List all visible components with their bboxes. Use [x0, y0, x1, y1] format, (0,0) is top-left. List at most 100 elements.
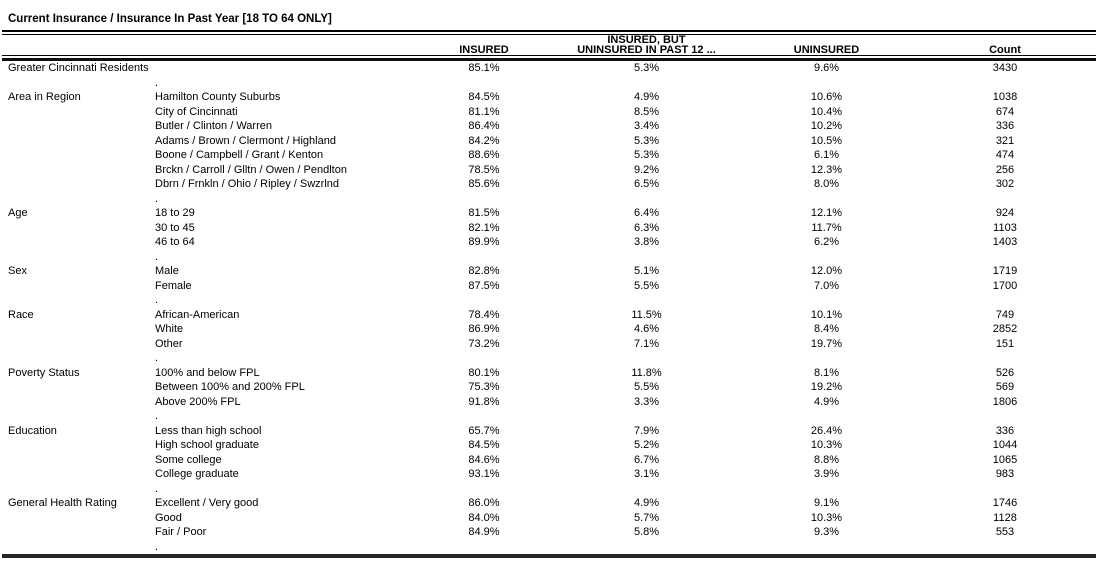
- category-cell: [2, 177, 152, 192]
- insured-but-uninsured-value-cell: 6.7%: [633, 453, 660, 466]
- insured-but-uninsured-value-cell: 3.1%: [633, 468, 660, 480]
- table-row: Education Less than high school 65.7% 7.9% 2…: [2, 424, 1096, 439]
- count-cell: 1700: [992, 279, 1018, 292]
- count-cell: 474: [995, 149, 1015, 161]
- uninsured-value-cell: 9.3%: [813, 526, 840, 538]
- insured-value-cell: 86.9%: [468, 323, 500, 335]
- uninsured-value-cell: 19.2%: [810, 381, 843, 393]
- subcategory-cell: College graduate: [155, 468, 239, 480]
- uninsured-value-cell: 10.1%: [810, 308, 843, 321]
- category-cell: [2, 134, 152, 149]
- count-cell: 336: [995, 424, 1015, 437]
- insured-value-cell: 84.0%: [468, 511, 500, 524]
- table-row: .: [2, 293, 1096, 308]
- subcategory-cell: Dbrn / Frnkln / Ohio / Ripley / Swzrlnd: [155, 178, 340, 190]
- uninsured-value-cell: 10.3%: [810, 439, 843, 451]
- table-row: .: [2, 192, 1096, 207]
- insured-value-cell: 65.7%: [468, 424, 500, 437]
- insured-value-cell: 86.4%: [468, 120, 500, 132]
- column-header-line: INSURED: [459, 44, 509, 56]
- count-cell: 336: [995, 120, 1015, 132]
- insured-value-cell: 84.5%: [468, 439, 500, 451]
- insured-but-uninsured-value-cell: 11.5%: [631, 308, 662, 321]
- category-cell: [2, 467, 152, 482]
- uninsured-value-cell: 7.0%: [813, 279, 840, 292]
- category-cell: Area in Region: [8, 91, 81, 103]
- category-cell: Education: [8, 424, 57, 437]
- insured-but-uninsured-value-cell: 3.8%: [633, 236, 660, 248]
- uninsured-value-cell: 10.6%: [810, 91, 843, 103]
- insured-value-cell: 84.6%: [468, 453, 500, 466]
- count-cell: 924: [995, 207, 1015, 219]
- category-cell: [2, 279, 152, 294]
- insured-value-cell: 80.1%: [468, 366, 500, 379]
- insured-value-cell: 85.6%: [468, 178, 500, 190]
- dot-separator: .: [155, 482, 159, 495]
- dot-separator: .: [155, 410, 159, 422]
- insured-value-cell: 84.2%: [468, 134, 500, 147]
- category-cell: Race: [8, 308, 34, 321]
- table-row: Female 87.5% 5.5% 7.0% 1700: [2, 279, 1096, 294]
- uninsured-value-cell: 12.0%: [810, 265, 843, 277]
- insured-but-uninsured-value-cell: 5.3%: [633, 62, 660, 74]
- subcategory-cell: Brckn / Carroll / Glltn / Owen / Pendlto…: [155, 163, 347, 176]
- dot-separator: .: [155, 294, 159, 306]
- subcategory-cell: Excellent / Very good: [155, 497, 259, 509]
- subcategory-cell: Between 100% and 200% FPL: [155, 381, 305, 393]
- count-cell: 2852: [992, 323, 1018, 335]
- category-cell: [2, 148, 152, 163]
- dot-separator: .: [155, 352, 159, 364]
- count-cell: 526: [995, 366, 1015, 379]
- table-row: Fair / Poor 84.9% 5.8% 9.3% 553: [2, 525, 1096, 540]
- dot-separator: .: [155, 192, 159, 205]
- table-row: Good 84.0% 5.7% 10.3% 1128: [2, 511, 1096, 526]
- uninsured-value-cell: 8.8%: [813, 453, 840, 466]
- category-cell: [2, 119, 152, 134]
- table-row: City of Cincinnati 81.1% 8.5% 10.4% 674: [2, 105, 1096, 120]
- column-header-line: UNINSURED: [793, 44, 860, 56]
- uninsured-value-cell: 8.4%: [813, 323, 840, 335]
- insured-value-cell: 93.1%: [468, 468, 500, 480]
- uninsured-value-cell: 9.1%: [813, 497, 840, 509]
- table-row: High school graduate 84.5% 5.2% 10.3% 1044: [2, 438, 1096, 453]
- subcategory-cell: Above 200% FPL: [155, 395, 241, 408]
- insured-but-uninsured-value-cell: 7.9%: [633, 424, 660, 437]
- subcategory-cell: Less than high school: [155, 424, 262, 437]
- table-row: Other 73.2% 7.1% 19.7% 151: [2, 337, 1096, 352]
- uninsured-value-cell: 10.3%: [810, 511, 843, 524]
- table-row: Above 200% FPL 91.8% 3.3% 4.9% 1806: [2, 395, 1096, 410]
- insured-value-cell: 89.9%: [468, 236, 500, 248]
- insured-but-uninsured-value-cell: 11.8%: [631, 366, 662, 379]
- subcategory-cell: City of Cincinnati: [155, 105, 238, 118]
- category-cell: [2, 337, 152, 352]
- uninsured-value-cell: 9.6%: [813, 62, 840, 74]
- insured-but-uninsured-value-cell: 6.5%: [633, 178, 660, 190]
- insured-value-cell: 82.1%: [468, 221, 500, 234]
- table-header-row: INSURED INSURED, BUT UNINSURED IN PAST 1…: [2, 34, 1096, 56]
- subcategory-cell: High school graduate: [155, 439, 259, 451]
- table-row: 46 to 64 89.9% 3.8% 6.2% 1403: [2, 235, 1096, 250]
- subcategory-cell: 100% and below FPL: [155, 366, 260, 379]
- column-header-insured-but-uninsured: INSURED, BUT UNINSURED IN PAST 12 ...: [554, 35, 739, 56]
- count-cell: 1746: [992, 497, 1018, 509]
- subcategory-cell: Adams / Brown / Clermont / Highland: [155, 134, 336, 147]
- category-cell: [2, 395, 152, 410]
- subcategory-cell: Good: [155, 511, 182, 524]
- table-row: .: [2, 76, 1096, 91]
- insured-value-cell: 84.9%: [468, 526, 500, 538]
- table-row: General Health Rating Excellent / Very go…: [2, 496, 1096, 511]
- uninsured-value-cell: 8.1%: [813, 366, 840, 379]
- count-cell: 321: [995, 134, 1015, 147]
- category-cell: [2, 380, 152, 395]
- column-header-count: Count: [914, 45, 1096, 56]
- category-cell: [2, 438, 152, 453]
- table-row: College graduate 93.1% 3.1% 3.9% 983: [2, 467, 1096, 482]
- category-cell: [2, 322, 152, 337]
- count-cell: 1038: [992, 91, 1018, 103]
- table-row: Greater Cincinnati Residents 85.1% 5.3% 9.6…: [2, 61, 1096, 76]
- uninsured-value-cell: 11.7%: [811, 221, 842, 234]
- insured-value-cell: 81.5%: [468, 207, 500, 219]
- category-cell: General Health Rating: [8, 497, 117, 509]
- subcategory-cell: 46 to 64: [155, 236, 195, 248]
